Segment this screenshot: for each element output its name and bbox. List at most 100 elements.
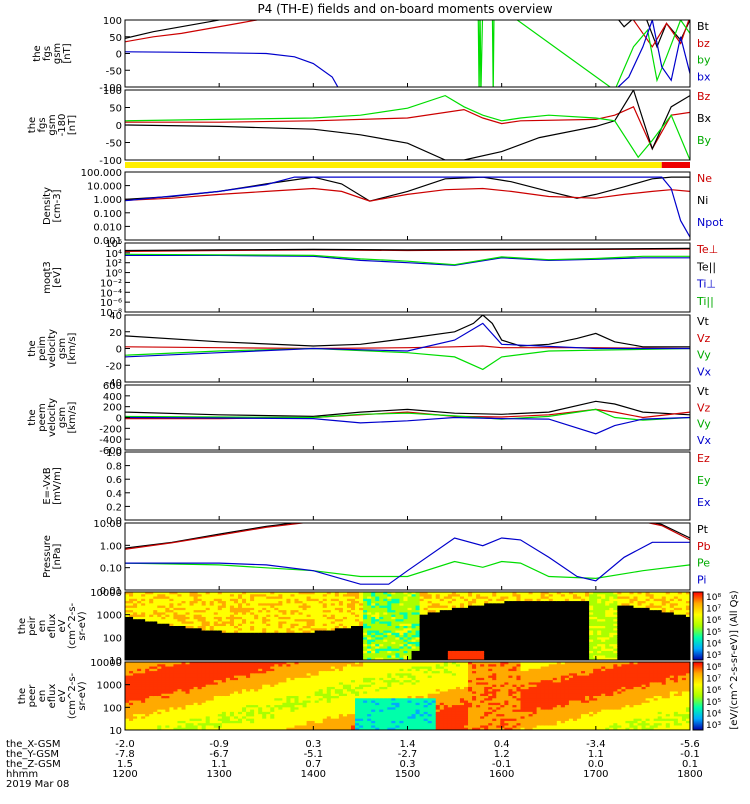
legend-efield-Ey: Ey [697,474,711,487]
mode-bar-segment-0 [125,162,662,168]
y-axis-label: [nT] [62,43,73,63]
y-tick-label: 100 [103,16,122,27]
legend-density-Ne: Ne [697,172,712,185]
series-velocity-esa-Vt [125,401,690,416]
y-tick-label: 0 [116,121,122,132]
y-axis-label: [nPa] [52,543,63,569]
legend-pressure-Pe: Pe [697,557,710,570]
y-axis-label: [cm-3] [52,189,63,222]
series-velocity-mom-Vt [125,315,690,347]
panel-mode-bar [125,162,690,168]
legend-fgs-bz: bz [697,37,710,50]
series-fgs-dsl-Bx [125,90,690,160]
y-axis-label: [km/s] [67,401,78,433]
y-tick-label: 1000 [97,611,122,622]
y-tick-label: 400 [103,392,122,403]
panel-frame [125,172,690,240]
series-velocity-mom-Vy [125,349,690,370]
legend-density-Npot: Npot [697,216,724,229]
y-tick-label: 10.000 [87,182,122,193]
series-pressure-Pt [125,521,690,549]
y-axis-label: [km/s] [67,332,78,364]
legend-fgs-Bt: Bt [697,20,710,33]
y-tick-label: -50 [106,139,122,150]
y-tick-label: 50 [109,33,122,44]
series-fgs-dsl-Bz [125,107,690,149]
y-tick-label: 0 [116,414,122,425]
y-tick-label: -100 [99,156,122,167]
panel-density: 100.00010.0001.0000.1000.0100.001Density… [42,168,724,247]
y-tick-label: 10000 [90,588,122,599]
y-tick-label: 0 [116,345,122,356]
legend-fgs-by: by [697,54,711,67]
y-axis-label: sr-eV) [77,611,88,640]
y-axis-label: [eV] [52,267,63,288]
chart-title: P4 (TH-E) fields and on-board moments ov… [257,2,552,16]
y-tick-label: 100 [103,633,122,644]
mode-bar-segment-1 [662,162,690,168]
y-tick-label: 0.2 [106,502,122,513]
legend-fgs-dsl-Bx: Bx [697,112,712,125]
y-tick-label: 0.8 [106,462,122,473]
y-tick-label: 0.010 [93,222,122,233]
y-tick-label: 0.10 [100,564,122,575]
series-density-Ne [125,189,690,202]
y-tick-label: 20 [109,328,122,339]
y-tick-label: 0.6 [106,475,122,486]
legend-pressure-Pt: Pt [697,523,709,536]
legend-temperature-Ti||: Ti|| [696,295,714,308]
y-tick-label: -400 [99,435,122,446]
y-tick-label: -20 [106,361,122,372]
series-fgs-by [125,3,690,93]
series-fgs-dsl-By [125,96,690,160]
y-tick-label: 1.0 [106,448,122,459]
legend-fgs-bx: bx [697,70,711,83]
y-tick-label: 600 [103,381,122,392]
panel-frame [125,90,690,160]
legend-efield-Ez: Ez [697,452,710,465]
legend-temperature-Ti⊥: Ti⊥ [696,278,716,291]
y-tick-label: 200 [103,403,122,414]
legend-velocity-mom-Vx: Vx [697,365,712,378]
y-tick-label: 1.000 [93,195,122,206]
heatmap-ion-eflux [125,592,691,661]
legend-density-Ni: Ni [697,194,708,207]
legend-velocity-esa-Vy: Vy [697,418,711,431]
legend-velocity-esa-Vx: Vx [697,434,712,447]
series-temperature-Ti⊥ [125,255,690,265]
legend-velocity-esa-Vt: Vt [697,385,710,398]
legend-velocity-mom-Vy: Vy [697,349,711,362]
series-fgs-bx [125,20,690,94]
legend-velocity-mom-Vz: Vz [697,332,711,345]
legend-fgs-dsl-Bz: Bz [697,90,711,103]
panel-frame [125,523,690,590]
legend-efield-Ex: Ex [697,496,711,509]
panel-temperature: 10⁶10⁴10²10⁰10⁻²10⁻⁴10⁻⁶10⁻⁸moqt3[eV]Te⊥… [42,239,718,319]
y-tick-label: -50 [106,66,122,77]
y-tick-label: 100.000 [81,168,122,179]
series-pressure-Pe [125,562,690,579]
panel-frame [125,243,690,312]
legend-pressure-Pi: Pi [697,573,706,586]
series-velocity-esa-Vx [125,418,690,434]
legend-fgs-dsl-By: By [697,134,712,147]
y-tick-label: 1.00 [100,541,122,552]
series-density-Npot [125,177,690,237]
legend-velocity-mom-Vt: Vt [697,315,710,328]
y-tick-label: 50 [109,104,122,115]
heatmap-electron-eflux [125,662,691,731]
panel-frame [125,20,690,87]
y-tick-label: -200 [99,424,122,435]
panel-frame [125,452,690,520]
legend-pressure-Pb: Pb [697,540,711,553]
